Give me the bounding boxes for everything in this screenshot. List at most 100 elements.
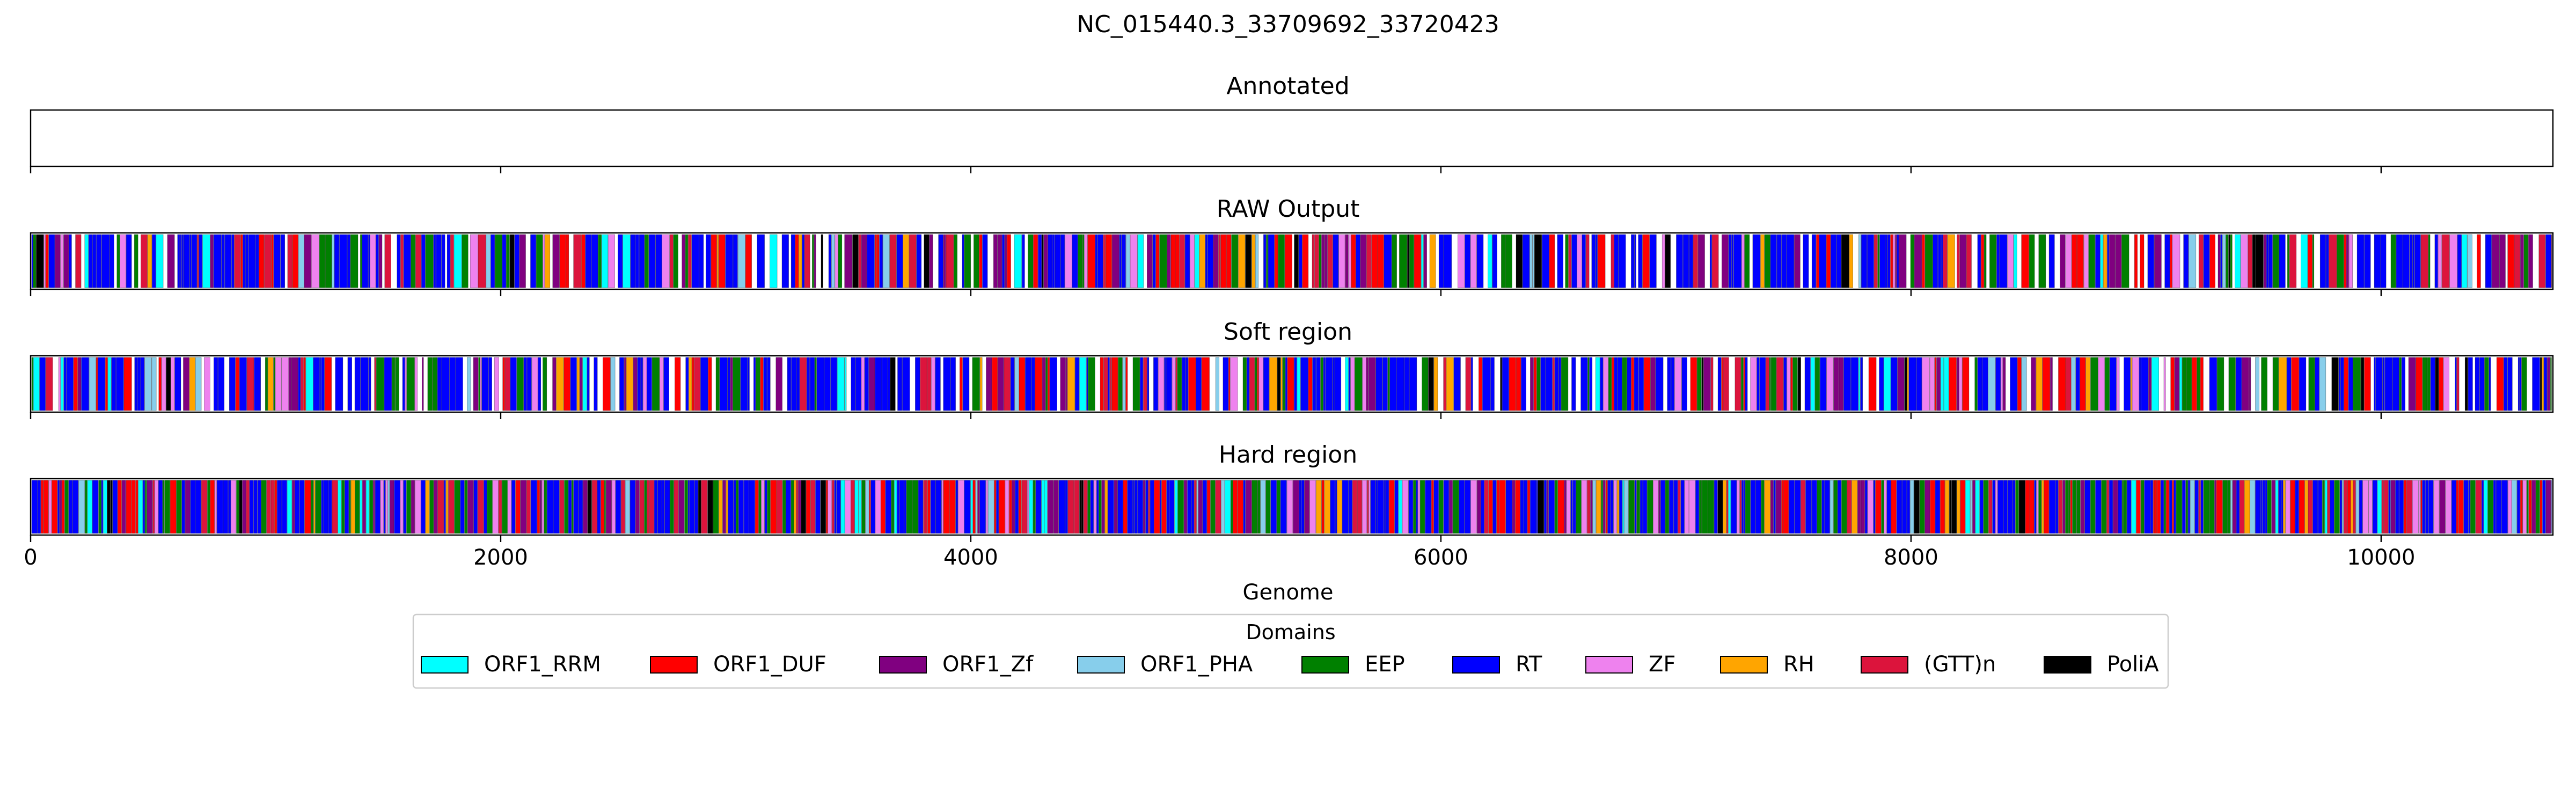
- domain-segment: [1992, 480, 1995, 534]
- domain-segment: [460, 480, 465, 534]
- panel-frame: [30, 109, 2554, 167]
- domain-segment: [510, 357, 517, 411]
- domain-segment: [1558, 357, 1561, 411]
- domain-segment: [545, 234, 551, 288]
- domain-segment: [566, 234, 569, 288]
- domain-segment: [1492, 480, 1497, 534]
- domain-segment: [925, 480, 928, 534]
- panel-title: RAW Output: [1217, 195, 1360, 223]
- domain-segment: [2290, 480, 2295, 534]
- legend-item: ORF1_DUF: [650, 652, 826, 677]
- domain-segment: [2299, 480, 2305, 534]
- domain-segment: [2003, 480, 2008, 534]
- domain-segment: [1484, 480, 1489, 534]
- domain-segment: [1330, 480, 1335, 534]
- domain-segment: [1930, 480, 1935, 534]
- domain-segment: [770, 480, 777, 534]
- domain-segment: [1392, 234, 1397, 288]
- domain-segment: [1710, 357, 1714, 411]
- domain-segment: [1285, 357, 1287, 411]
- domain-segment: [1130, 234, 1138, 288]
- domain-segment: [1452, 480, 1459, 534]
- domain-segment: [1320, 357, 1323, 411]
- domain-segment: [2463, 480, 2469, 534]
- domain-segment: [1348, 234, 1351, 288]
- domain-segment: [1121, 234, 1126, 288]
- domain-segment: [62, 480, 65, 534]
- domain-segment: [254, 357, 261, 411]
- domain-segment: [979, 357, 983, 411]
- domain-segment: [1689, 480, 1696, 534]
- domain-segment: [1084, 234, 1088, 288]
- domain-segment: [2106, 480, 2109, 534]
- domain-segment: [1665, 480, 1670, 534]
- domain-segment: [675, 357, 681, 411]
- domain-segment: [559, 234, 566, 288]
- domain-segment: [1081, 480, 1084, 534]
- domain-segment: [1220, 234, 1226, 288]
- domain-segment: [1298, 234, 1302, 288]
- domain-segment: [1314, 234, 1319, 288]
- domain-segment: [2433, 480, 2440, 534]
- domain-segment: [445, 480, 449, 534]
- domain-segment: [1155, 234, 1160, 288]
- legend-swatch: [1452, 656, 1500, 674]
- domain-segment: [2154, 234, 2162, 288]
- domain-segment: [245, 234, 248, 288]
- domain-segment: [2467, 234, 2472, 288]
- domain-segment: [582, 357, 587, 411]
- domain-segment: [526, 357, 532, 411]
- domain-segment: [1693, 234, 1698, 288]
- domain-segment: [1108, 357, 1110, 411]
- domain-segment: [719, 480, 723, 534]
- domain-segment: [321, 357, 325, 411]
- domain-segment: [373, 480, 375, 534]
- domain-segment: [736, 480, 738, 534]
- domain-segment: [313, 480, 316, 534]
- domain-segment: [2430, 357, 2435, 411]
- domain-segment: [2267, 480, 2272, 534]
- domain-segment: [1750, 480, 1755, 534]
- domain-segment: [1453, 357, 1461, 411]
- domain-segment: [429, 480, 434, 534]
- domain-segment: [1389, 357, 1396, 411]
- domain-segment: [2236, 480, 2240, 534]
- domain-segment: [1924, 234, 1933, 288]
- domain-segment: [1938, 234, 1941, 288]
- domain-segment: [2301, 234, 2308, 288]
- domain-segment: [2256, 234, 2264, 288]
- domain-segment: [189, 234, 192, 288]
- domain-segment: [834, 480, 837, 534]
- domain-segment: [1206, 480, 1211, 534]
- domain-segment: [1708, 480, 1714, 534]
- domain-segment: [2357, 234, 2365, 288]
- domain-segment: [573, 480, 579, 534]
- domain-segment: [1337, 480, 1342, 534]
- domain-segment: [31, 234, 33, 288]
- domain-segment: [1554, 480, 1558, 534]
- domain-segment: [2484, 357, 2489, 411]
- domain-segment: [2390, 480, 2396, 534]
- domain-segment: [437, 480, 444, 534]
- domain-segment: [433, 234, 436, 288]
- domain-segment: [1060, 357, 1066, 411]
- domain-segment: [2420, 234, 2428, 288]
- domain-segment: [812, 234, 814, 288]
- domain-segment: [1147, 357, 1150, 411]
- domain-segment: [2103, 234, 2107, 288]
- domain-segment: [861, 357, 865, 411]
- domain-segment: [1684, 480, 1689, 534]
- domain-segment: [2209, 357, 2217, 411]
- domain-segment: [141, 234, 148, 288]
- domain-segment: [1035, 480, 1042, 534]
- domain-segment: [462, 234, 469, 288]
- domain-segment: [698, 480, 701, 534]
- domain-segment: [1175, 234, 1180, 288]
- domain-segment: [649, 480, 654, 534]
- domain-segment: [1792, 357, 1798, 411]
- domain-segment: [1595, 234, 1598, 288]
- domain-segment: [1425, 480, 1432, 534]
- domain-segment: [332, 480, 338, 534]
- domain-segment: [606, 480, 612, 534]
- domain-segment: [641, 357, 643, 411]
